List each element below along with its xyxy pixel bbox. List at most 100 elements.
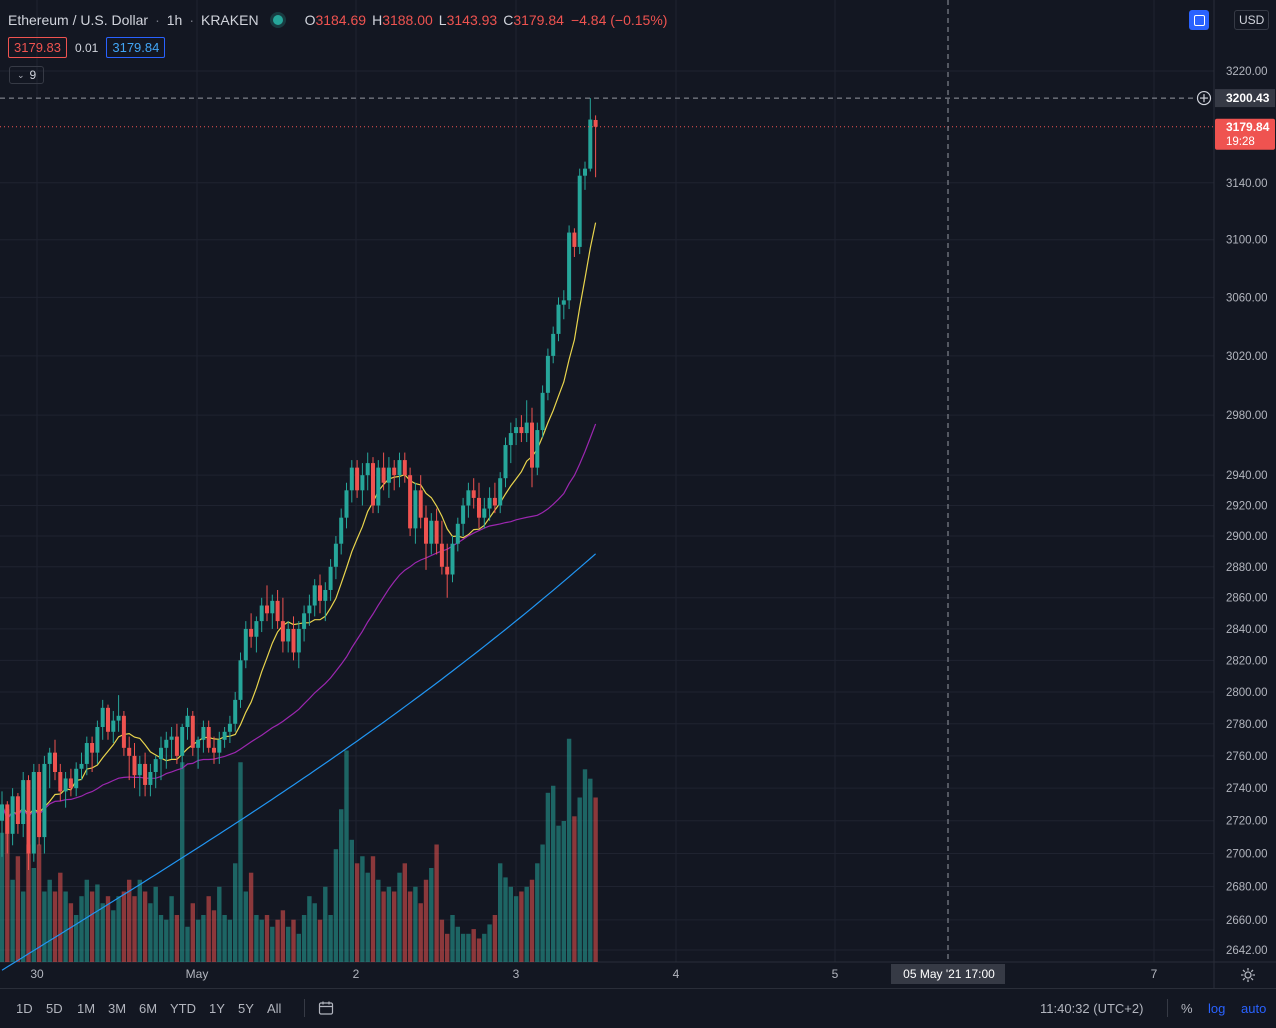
price-tick-label: 2800.00: [1226, 687, 1268, 699]
candle-body: [84, 743, 89, 764]
range-1d-button[interactable]: 1D: [16, 1001, 33, 1016]
candle-body: [10, 796, 15, 834]
volume-bar: [275, 919, 280, 962]
candle-body: [53, 752, 57, 772]
crosshair-time-badge: [891, 964, 1005, 984]
settings-gear-icon[interactable]: [1239, 966, 1257, 984]
bar-countdown-label: 19:28: [1226, 136, 1255, 148]
volume-bar: [397, 872, 402, 962]
range-5y-button[interactable]: 5Y: [238, 1001, 254, 1016]
volume-bar: [455, 926, 460, 962]
candle-body: [461, 505, 466, 524]
range-all-button[interactable]: All: [267, 1001, 282, 1016]
volume-bar: [439, 919, 445, 962]
volume-bar: [105, 896, 111, 962]
sell-price-button[interactable]: 3179.83: [8, 37, 67, 58]
auto-scale-button[interactable]: auto: [1241, 1001, 1267, 1016]
price-tick-label: 3140.00: [1226, 178, 1268, 190]
volume-bar: [392, 891, 397, 962]
candle-body: [31, 771, 36, 854]
time-tick-label: 7: [1151, 967, 1158, 981]
candle-body: [121, 715, 126, 748]
buy-price-button[interactable]: 3179.84: [106, 37, 166, 58]
exchange-label[interactable]: KRAKEN: [200, 12, 259, 28]
market-status-icon[interactable]: [272, 15, 283, 25]
volume-bar: [519, 891, 524, 962]
volume-bar: [132, 896, 137, 962]
range-3m-button[interactable]: 3M: [108, 1001, 127, 1016]
range-6m-button[interactable]: 6M: [139, 1001, 158, 1016]
candle-body: [535, 430, 540, 468]
volume-bar: [572, 816, 577, 962]
crosshair-price-label: 3200.43: [1226, 91, 1270, 105]
candle-body: [593, 119, 598, 127]
indicators-collapse-button[interactable]: ⌄ 9: [9, 66, 45, 84]
candle-body: [212, 747, 216, 753]
candle-body: [227, 723, 232, 732]
candle-body: [339, 517, 344, 544]
candle-body: [508, 433, 513, 446]
volume-bar: [492, 915, 498, 962]
volume-bar: [211, 910, 217, 962]
candle-body: [79, 763, 84, 769]
price-tick-label: 3220.00: [1226, 66, 1268, 78]
price-tick-label: 2700.00: [1226, 849, 1268, 861]
time-tick-label: May: [186, 967, 209, 981]
time-tick-label: 3: [513, 967, 520, 981]
candle-body: [174, 736, 179, 756]
price-tick-label: 2840.00: [1226, 624, 1268, 636]
volume-bar: [74, 915, 79, 962]
range-ytd-button[interactable]: YTD: [170, 1001, 196, 1016]
volume-bar: [243, 891, 248, 962]
candle-body: [106, 707, 110, 732]
object-tree-icon[interactable]: [1189, 10, 1209, 30]
candle-body: [63, 778, 68, 792]
volume-bar: [142, 891, 148, 962]
candle-body: [450, 543, 455, 575]
currency-button[interactable]: USD: [1234, 10, 1270, 30]
volume-bar: [217, 886, 222, 962]
candle-body: [333, 543, 338, 567]
range-1m-button[interactable]: 1M: [77, 1001, 96, 1016]
candle-body: [455, 523, 460, 544]
volume-bar: [476, 938, 482, 962]
time-tick-label: 4: [673, 967, 680, 981]
range-5d-button[interactable]: 5D: [46, 1001, 63, 1016]
candle-body: [561, 300, 566, 305]
volume-bar: [450, 915, 455, 962]
candle-body: [371, 463, 375, 506]
range-1y-button[interactable]: 1Y: [209, 1001, 225, 1016]
candle-body: [487, 497, 492, 509]
candle-body: [185, 715, 190, 727]
volume-bar: [524, 886, 529, 962]
candle-body: [116, 715, 121, 721]
candle-body: [588, 119, 593, 169]
volume-bar: [195, 919, 201, 962]
volume-bar: [551, 785, 556, 962]
price-tick-label: 2780.00: [1226, 719, 1268, 731]
time-tick-label: 2: [353, 967, 360, 981]
volume-bar: [376, 879, 381, 962]
interval-label[interactable]: 1h: [166, 12, 183, 28]
price-tick-label: 2660.00: [1226, 915, 1268, 927]
candle-body: [111, 720, 116, 732]
price-tick-label: 2880.00: [1226, 562, 1268, 574]
symbol-name[interactable]: Ethereum / U.S. Dollar: [8, 12, 149, 28]
volume-bar: [58, 872, 63, 962]
price-tick-label: 3100.00: [1226, 235, 1268, 247]
volume-bar: [5, 809, 10, 962]
candle-body: [302, 613, 307, 629]
clock-timezone[interactable]: 11:40:32 (UTC+2): [1040, 1001, 1144, 1016]
volume-bar: [137, 879, 142, 962]
volume-bar: [381, 891, 386, 962]
volume-bar: [31, 868, 36, 962]
volume-bar: [270, 926, 275, 962]
percent-scale-button[interactable]: %: [1181, 1001, 1193, 1016]
candle-body: [164, 739, 169, 748]
close-label: C: [503, 12, 514, 28]
calendar-goto-icon[interactable]: [318, 1000, 334, 1016]
candle-body: [21, 780, 26, 824]
log-scale-button[interactable]: log: [1208, 1001, 1226, 1016]
price-tick-label: 2860.00: [1226, 593, 1268, 605]
